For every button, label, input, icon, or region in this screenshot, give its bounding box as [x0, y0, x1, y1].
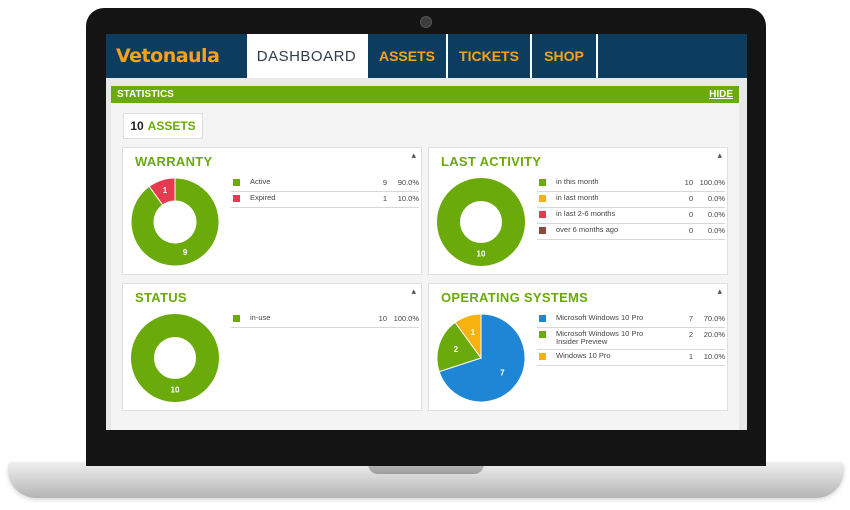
- collapse-icon[interactable]: ▴: [411, 286, 416, 296]
- asset-count-box[interactable]: 10 ASSETS: [123, 113, 203, 139]
- legend-label: Microsoft Windows 10 Pro: [556, 313, 644, 322]
- legend-count: 10: [684, 178, 693, 187]
- legend-label: Windows 10 Pro: [556, 351, 611, 360]
- status-card: STATUS ▴ 10 in-use 10 100.0%: [122, 283, 422, 411]
- warranty-donut-chart: 19: [130, 177, 220, 267]
- warranty-legend: Active 9 90.0% Expired 1 10.0%: [231, 176, 419, 208]
- chart-slice[interactable]: [454, 313, 482, 360]
- operating-systems-card: OPERATING SYSTEMS ▴ 7 2 1 Microsoft Window…: [428, 283, 728, 411]
- collapse-icon[interactable]: ▴: [717, 286, 722, 296]
- card-title: WARRANTY: [135, 154, 213, 169]
- legend-count: 0: [688, 194, 693, 203]
- legend-percent: 100.0%: [699, 178, 725, 187]
- legend-row[interactable]: Windows 10 Pro 1 10.0%: [537, 350, 725, 366]
- last-activity-donut-chart: 10: [437, 178, 525, 266]
- legend-swatch: [539, 331, 546, 338]
- chart-slice[interactable]: [438, 313, 526, 403]
- slice-data-label: 2: [454, 345, 459, 354]
- status-donut-chart: 10: [131, 314, 219, 402]
- hide-statistics-link[interactable]: HIDE: [709, 89, 733, 100]
- legend-label: Active: [250, 177, 271, 186]
- slice-data-label: 1: [163, 186, 168, 195]
- legend-row[interactable]: Microsoft Windows 10 Pro Insider Preview…: [537, 328, 725, 350]
- legend-row[interactable]: in-use 10 100.0%: [231, 312, 419, 328]
- legend-percent: 10.0%: [397, 194, 419, 203]
- chart-slice[interactable]: [131, 314, 219, 402]
- last-activity-legend: in this month 10 100.0% in last month 0 0.0% i…: [537, 176, 725, 240]
- tab-shop[interactable]: SHOP: [530, 34, 598, 78]
- legend-row[interactable]: in this month 10 100.0%: [537, 176, 725, 192]
- statistics-bar: STATISTICS HIDE: [111, 86, 739, 103]
- legend-label: Microsoft Windows 10 Pro Insider Preview: [556, 329, 644, 346]
- tab-tickets[interactable]: TICKETS: [446, 34, 530, 78]
- legend-label: in-use: [250, 313, 271, 322]
- legend-swatch: [233, 179, 240, 186]
- camera-icon: [420, 16, 432, 28]
- legend-swatch: [539, 227, 546, 234]
- tab-dashboard[interactable]: DASHBOARD: [247, 34, 366, 78]
- legend-label: in last month: [556, 193, 599, 202]
- legend-row[interactable]: Active 9 90.0%: [231, 176, 419, 192]
- legend-row[interactable]: Expired 1 10.0%: [231, 192, 419, 208]
- legend-swatch: [539, 179, 546, 186]
- asset-count-label: ASSETS: [147, 119, 196, 133]
- card-title: LAST ACTIVITY: [441, 154, 542, 169]
- legend-row[interactable]: Microsoft Windows 10 Pro 7 70.0%: [537, 312, 725, 328]
- status-legend: in-use 10 100.0%: [231, 312, 419, 328]
- legend-label: in last 2-6 months: [556, 209, 616, 218]
- slice-data-label: 10: [477, 250, 486, 259]
- legend-percent: 0.0%: [707, 210, 725, 219]
- card-title: OPERATING SYSTEMS: [441, 290, 589, 305]
- legend-swatch: [539, 195, 546, 202]
- chart-slice[interactable]: [130, 177, 220, 267]
- collapse-icon[interactable]: ▴: [411, 150, 416, 160]
- statistics-title: STATISTICS: [117, 89, 174, 100]
- slice-data-label: 1: [471, 328, 476, 337]
- top-navigation: Vetonaula DASHBOARD ASSETS TICKETS SHOP: [106, 34, 747, 78]
- tab-assets[interactable]: ASSETS: [366, 34, 446, 78]
- legend-count: 2: [688, 330, 693, 339]
- legend-row[interactable]: in last 2-6 months 0 0.0%: [537, 208, 725, 224]
- legend-swatch: [539, 211, 546, 218]
- operating-systems-pie-chart: 7 2 1: [436, 313, 526, 403]
- last-activity-card: LAST ACTIVITY ▴ 10 in this month 10 100.0%…: [428, 147, 728, 275]
- legend-row[interactable]: over 6 months ago 0 0.0%: [537, 224, 725, 240]
- legend-percent: 90.0%: [397, 178, 419, 187]
- legend-percent: 10.0%: [703, 352, 725, 361]
- slice-data-label: 9: [183, 248, 188, 257]
- collapse-icon[interactable]: ▴: [717, 150, 722, 160]
- legend-label: Expired: [250, 193, 276, 202]
- legend-swatch: [233, 315, 240, 322]
- legend-swatch: [539, 353, 546, 360]
- screen: Vetonaula DASHBOARD ASSETS TICKETS SHOP …: [106, 34, 747, 430]
- legend-count: 9: [382, 178, 387, 187]
- legend-count: 0: [688, 226, 693, 235]
- legend-label: in this month: [556, 177, 599, 186]
- legend-swatch: [233, 195, 240, 202]
- legend-percent: 0.0%: [707, 194, 725, 203]
- legend-count: 1: [688, 352, 693, 361]
- legend-percent: 20.0%: [703, 330, 725, 339]
- legend-count: 0: [688, 210, 693, 219]
- slice-data-label: 10: [171, 386, 180, 395]
- legend-percent: 0.0%: [707, 226, 725, 235]
- legend-count: 1: [382, 194, 387, 203]
- legend-swatch: [539, 315, 546, 322]
- legend-percent: 100.0%: [393, 314, 419, 323]
- logo-text: Vetonaula: [116, 45, 220, 67]
- asset-count-number: 10: [130, 119, 144, 133]
- chart-slice[interactable]: [437, 178, 525, 266]
- slice-data-label: 7: [500, 369, 505, 378]
- logo[interactable]: Vetonaula: [106, 34, 247, 78]
- legend-count: 7: [688, 314, 693, 323]
- legend-label: over 6 months ago: [556, 225, 619, 234]
- card-title: STATUS: [135, 290, 187, 305]
- operating-systems-legend: Microsoft Windows 10 Pro 7 70.0% Microsoft …: [537, 312, 725, 366]
- legend-row[interactable]: in last month 0 0.0%: [537, 192, 725, 208]
- legend-count: 10: [378, 314, 387, 323]
- legend-percent: 70.0%: [703, 314, 725, 323]
